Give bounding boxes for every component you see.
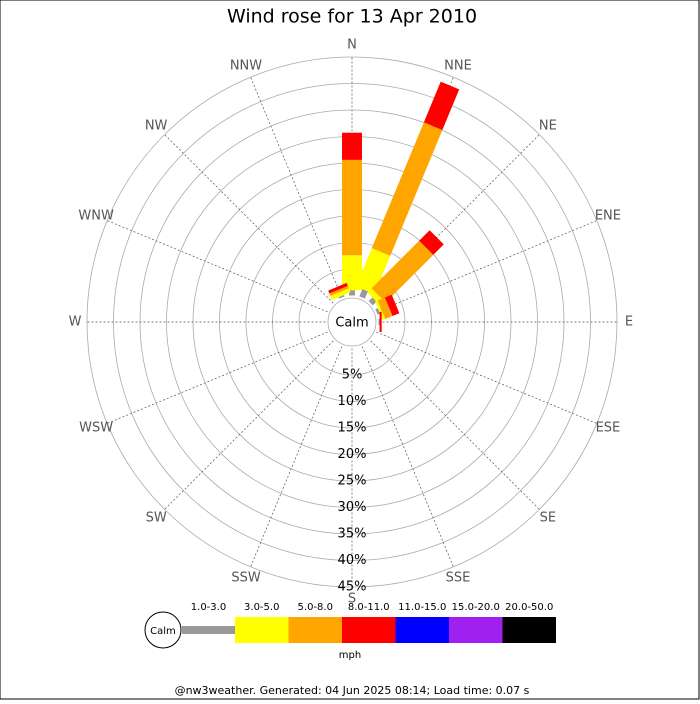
direction-label: W [69,315,82,330]
direction-label: ESE [596,421,621,436]
bar-segment [355,248,391,294]
direction-label: NW [145,119,168,134]
legend-swatch [449,617,503,643]
bar-segment [371,240,434,303]
bar-segment [378,319,380,325]
bar-segment [342,132,362,160]
bar-segment [375,308,381,315]
calm-circle [327,297,377,347]
y-tick-label: 45% [338,580,367,595]
y-tick-label: 15% [338,421,367,436]
grid-ring [86,56,618,588]
legend-calm-label: Calm [150,626,176,637]
bar-segment [359,289,368,299]
direction-label: S [348,592,356,607]
y-tick-label: 25% [338,474,367,489]
direction-label: SSE [446,570,471,585]
direction-label: WSW [79,421,113,436]
legend-title: mph [339,650,361,661]
bar-segment [342,159,362,256]
direction-label: E [625,315,633,330]
bar-segment [349,290,355,296]
bar-segment [338,294,345,299]
legend-swatch [502,617,556,643]
direction-label: SE [540,510,556,525]
bar-segment [329,285,349,296]
y-tick-label: 20% [338,447,367,462]
legend-label: 5.0-8.0 [298,602,333,613]
bar-segment [384,294,400,317]
direction-label: NNE [444,59,472,74]
bar-segment [368,297,377,306]
direction-label: WNW [78,208,114,223]
legend-label: 1.0-3.0 [191,602,226,613]
direction-label: SW [146,510,167,525]
bar-segment [328,282,348,294]
legend-label: 8.0-11.0 [348,602,390,613]
calm-label: Calm [335,316,368,331]
y-tick-label: 35% [338,527,367,542]
legend-label: 20.0-50.0 [505,602,553,613]
legend-swatch [182,626,235,634]
y-tick-label: 40% [338,553,367,568]
legend-swatch [395,617,449,643]
chart-title: Wind rose for 13 Apr 2010 [227,6,477,28]
legend-label: 3.0-5.0 [244,602,279,613]
direction-label: NNW [230,59,262,74]
footer: @nw3weather. Generated: 04 Jun 2025 08:1… [175,684,530,697]
y-tick-label: 5% [342,368,363,383]
legend-label: 11.0-15.0 [398,602,446,613]
legend-swatch [288,617,342,643]
bar-segment [342,255,362,291]
legend-label: 15.0-20.0 [452,602,500,613]
direction-label: ENE [595,208,621,223]
bar-segment [371,122,443,256]
bar-segment [423,81,460,130]
bar-segment [330,288,351,300]
y-tick-label: 10% [338,394,367,409]
direction-label: NE [539,119,557,134]
bar-segment [419,230,444,255]
legend-swatch [342,617,396,643]
legend-calm-circle [144,611,182,649]
bar-segment [375,300,386,321]
legend-swatch [235,617,289,643]
y-tick-label: 30% [338,500,367,515]
direction-label: N [347,38,357,53]
bar-segment [377,297,393,320]
direction-label: SSW [231,570,261,585]
bar-segment [379,312,382,332]
